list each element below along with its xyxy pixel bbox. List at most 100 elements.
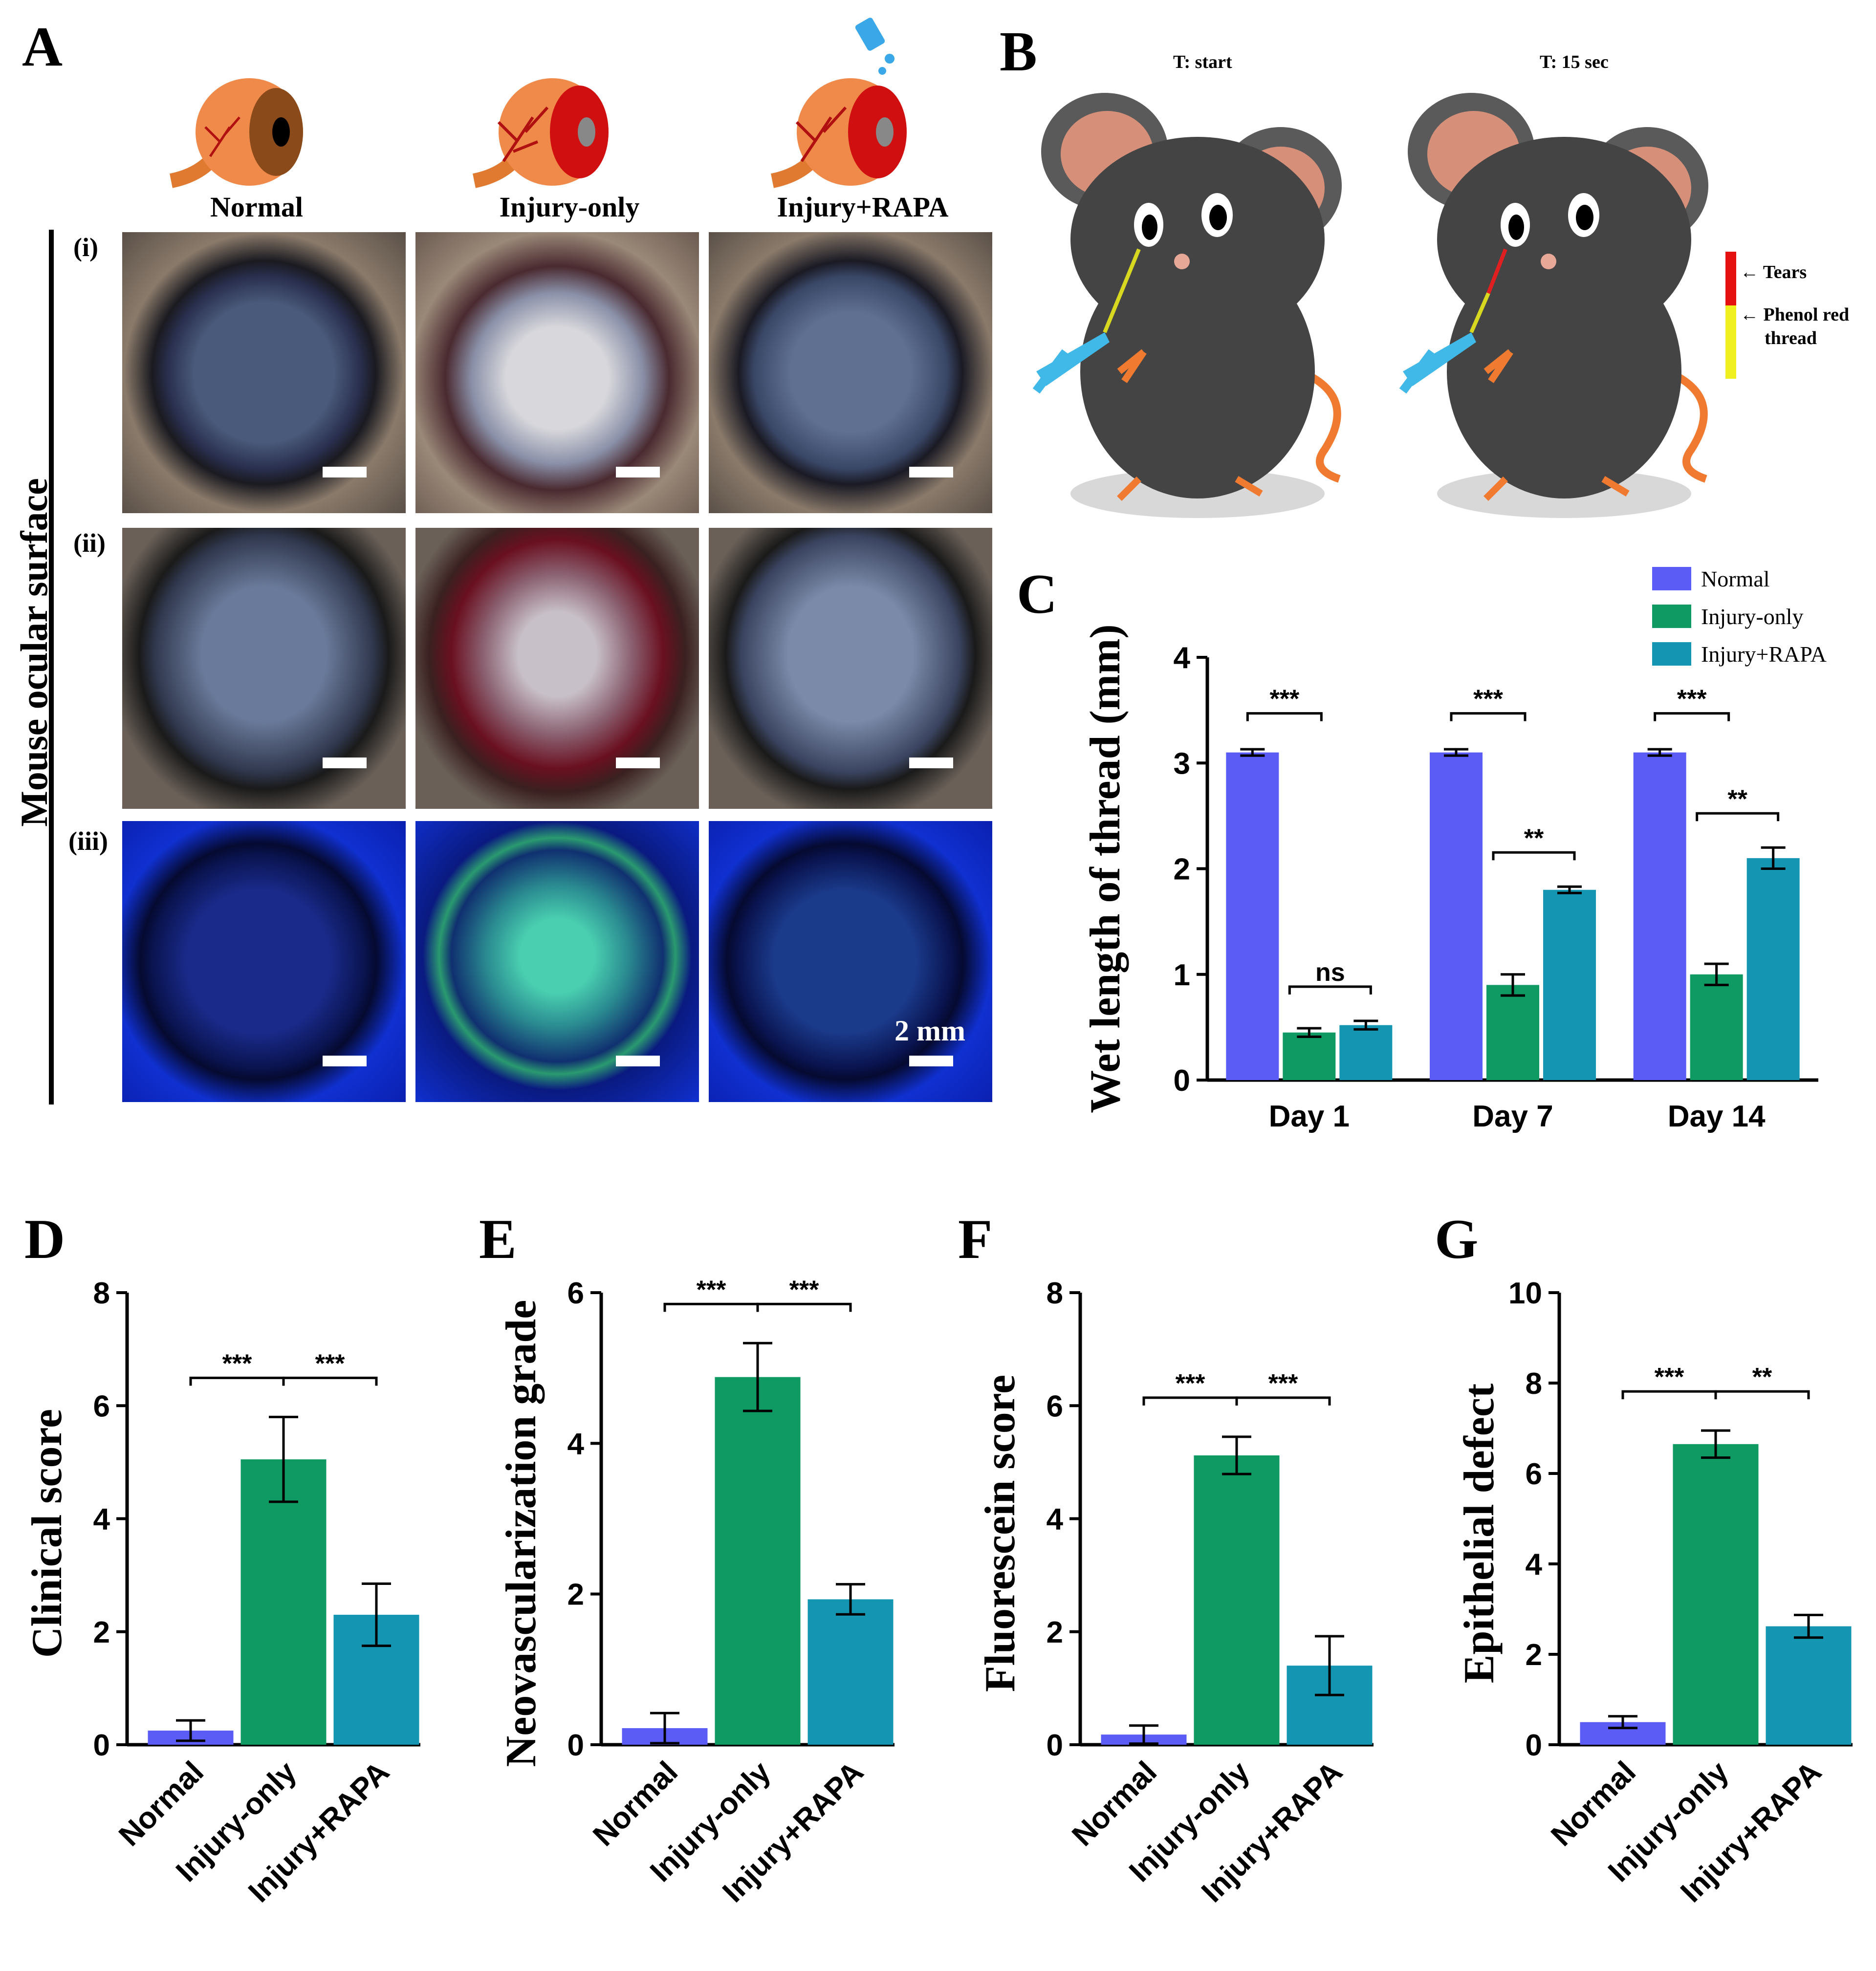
side-label: Mouse ocular surface <box>13 478 55 827</box>
scale-bar <box>323 758 367 768</box>
mouse-illustration-end <box>1399 93 1708 518</box>
significance-label: *** <box>1269 685 1299 714</box>
significance-bracket <box>1450 712 1527 721</box>
photo-rapa-i <box>709 232 992 513</box>
significance-bracket <box>1492 851 1576 861</box>
error-bar <box>1501 973 1525 997</box>
legend-label: Injury+RAPA <box>1701 642 1827 667</box>
eye-schematic-normal <box>169 78 303 188</box>
bar-injury-only <box>1486 985 1539 1080</box>
panel-label-e: E <box>479 1208 517 1270</box>
error-bar <box>1557 885 1582 894</box>
bar-injury-only <box>1690 974 1743 1080</box>
significance-bracket <box>189 1376 285 1386</box>
thread-legend-thread-swatch <box>1725 305 1736 379</box>
y-tick-label: 8 <box>93 1277 110 1310</box>
row-label-iii: (iii) <box>68 826 108 856</box>
photo-normal-iii <box>122 821 406 1102</box>
photo-normal-ii <box>122 528 406 809</box>
eyedrop-icon <box>885 54 894 64</box>
photo-injury-ii <box>415 528 699 809</box>
thread-legend-tears: ← Tears <box>1740 262 1807 282</box>
panel-label-g: G <box>1435 1208 1479 1270</box>
y-tick-label: 2 <box>93 1616 110 1649</box>
y-tick-label: 10 <box>1508 1277 1542 1310</box>
legend-swatch <box>1652 642 1691 666</box>
error-bar <box>1444 748 1468 757</box>
error-bar <box>1129 1724 1158 1745</box>
scale-bar <box>909 1056 953 1066</box>
y-tick-label: 0 <box>93 1729 110 1762</box>
error-bar <box>650 1711 679 1745</box>
y-tick-label: 2 <box>567 1578 584 1612</box>
mouse-tail-icon <box>1665 368 1708 483</box>
significance-bracket <box>1714 1390 1810 1400</box>
scale-bar <box>909 467 953 477</box>
error-bar <box>743 1342 772 1412</box>
y-axis-label: Fluorescein score <box>978 1375 1024 1692</box>
panel-a-divider <box>49 230 54 1105</box>
photo-injury-i <box>415 232 699 513</box>
x-tick-label: Day 1 <box>1269 1100 1350 1133</box>
y-tick-label: 0 <box>567 1729 584 1762</box>
bar-injury-only <box>240 1459 327 1745</box>
y-tick-label: 6 <box>567 1277 584 1310</box>
photo-rapa-iii: 2 mm <box>709 821 992 1102</box>
legend-swatch <box>1652 567 1691 590</box>
significance-bracket <box>1654 712 1730 721</box>
error-bar <box>176 1719 205 1742</box>
legend-swatch <box>1652 605 1691 628</box>
y-tick-label: 3 <box>1174 747 1190 780</box>
significance-label: ** <box>1752 1363 1772 1391</box>
error-bar <box>1240 748 1265 757</box>
error-bar <box>1701 1429 1730 1459</box>
photo-normal-i <box>122 232 406 513</box>
panel-label-b: B <box>1000 21 1037 83</box>
y-tick-label: 8 <box>1526 1367 1542 1401</box>
significance-label: *** <box>697 1276 726 1304</box>
error-bar <box>1315 1635 1344 1696</box>
y-tick-label: 6 <box>93 1389 110 1423</box>
significance-label: *** <box>1473 685 1503 714</box>
y-tick-label: 4 <box>1174 641 1191 675</box>
y-axis-label: Neovascularization grade <box>499 1300 545 1767</box>
y-tick-label: 6 <box>1047 1389 1063 1423</box>
pupil-icon <box>876 117 894 147</box>
scale-bar <box>616 1056 660 1066</box>
bar-normal <box>1226 752 1279 1080</box>
y-tick-label: 4 <box>1526 1548 1543 1581</box>
significance-label: *** <box>1677 685 1707 714</box>
significance-bracket <box>1288 985 1372 995</box>
bar-injury+rapa <box>1746 858 1800 1080</box>
group-label-injury: Injury-only <box>499 191 640 223</box>
y-tick-label: 0 <box>1174 1064 1190 1098</box>
scale-bar <box>323 1056 367 1066</box>
legend-label: Injury-only <box>1701 604 1804 629</box>
significance-label: *** <box>1176 1369 1205 1398</box>
y-tick-label: 2 <box>1526 1638 1542 1672</box>
thread-legend-thread: ← Phenol red thread <box>1740 304 1850 348</box>
bar-injury-only <box>1283 1032 1336 1080</box>
y-tick-label: 4 <box>567 1427 585 1461</box>
panel-label-f: F <box>958 1208 993 1270</box>
scale-bar <box>909 758 953 768</box>
chart-c: 0 1 2 3 4 Wet length of thread (mm) Day 1 *** ns… <box>1082 566 1827 1133</box>
eye-schematic-injury <box>472 78 609 188</box>
panel-label-d: D <box>24 1208 65 1270</box>
error-bar <box>1297 1027 1322 1038</box>
group-label-normal: Normal <box>210 191 304 223</box>
vessel-icon <box>497 106 549 162</box>
mouse-head-icon <box>1437 137 1691 342</box>
bar-injury-only <box>715 1377 801 1745</box>
thread-legend-tears-swatch <box>1725 252 1736 305</box>
error-bar <box>1794 1614 1823 1639</box>
error-bar <box>1704 962 1729 986</box>
bar-normal <box>1633 752 1686 1080</box>
significance-label: ns <box>1315 958 1345 987</box>
row-label-ii: (ii) <box>73 528 106 558</box>
significance-bracket <box>756 1302 852 1312</box>
eyedrop-bottle-icon <box>855 18 885 51</box>
bar-injury+rapa <box>1766 1626 1852 1745</box>
